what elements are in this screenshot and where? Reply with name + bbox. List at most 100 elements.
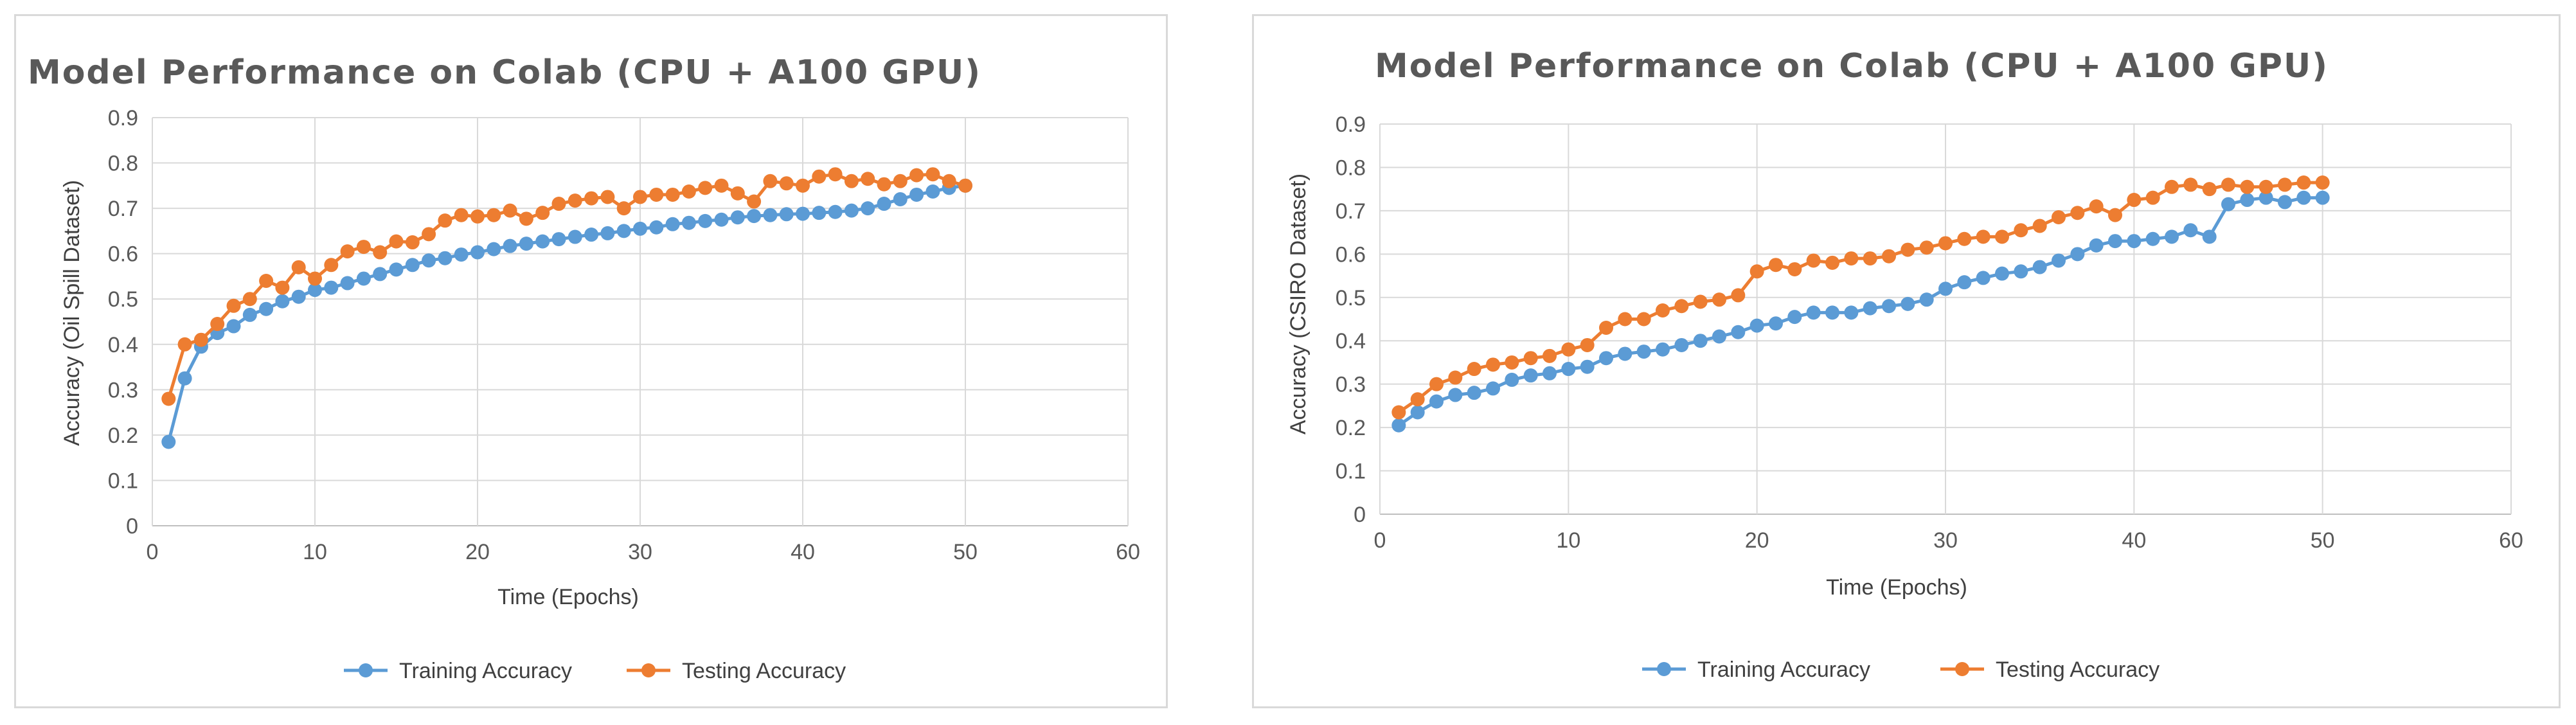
data-point-testing-accuracy [1863,251,1877,266]
data-point-training-accuracy [730,210,745,225]
data-point-training-accuracy [177,371,192,386]
data-point-training-accuracy [551,232,566,247]
data-point-training-accuracy [584,228,599,242]
data-point-training-accuracy [405,258,420,273]
data-point-training-accuracy [161,434,176,449]
y-tick-label: 0.4 [108,333,138,357]
data-point-testing-accuracy [633,190,647,204]
legend-dot-training [359,663,373,677]
data-point-testing-accuracy [2240,179,2255,194]
data-point-testing-accuracy [551,197,566,211]
data-point-training-accuracy [242,307,257,322]
data-point-training-accuracy [1656,342,1670,357]
data-point-training-accuracy [470,245,485,260]
data-point-training-accuracy [2165,229,2179,244]
data-point-training-accuracy [1580,359,1595,374]
x-tick-label: 60 [1116,540,1140,564]
data-point-testing-accuracy [1599,320,1613,335]
data-point-testing-accuracy [1825,255,1839,270]
x-tick-label: 0 [1374,528,1386,553]
data-point-testing-accuracy [1787,262,1802,276]
data-point-training-accuracy [877,197,891,211]
data-point-training-accuracy [340,276,355,291]
data-point-testing-accuracy [649,187,664,202]
data-point-training-accuracy [1505,372,1519,387]
data-point-training-accuracy [1844,305,1859,320]
series-training-accuracy [161,178,972,449]
y-tick-label: 0.9 [1336,112,1366,137]
data-point-training-accuracy [2258,190,2273,205]
legend-dot-testing [1955,662,1969,676]
data-point-training-accuracy [1543,366,1557,380]
data-point-training-accuracy [1787,310,1802,325]
data-point-training-accuracy [812,206,827,220]
data-point-testing-accuracy [2278,177,2292,192]
data-point-testing-accuracy [1882,249,1896,264]
data-point-training-accuracy [2315,190,2330,205]
data-point-testing-accuracy [470,209,485,224]
data-point-training-accuracy [1825,305,1839,320]
data-point-training-accuracy [389,262,404,277]
data-point-testing-accuracy [1693,294,1708,309]
data-point-testing-accuracy [796,178,810,193]
data-point-training-accuracy [747,209,762,224]
data-point-testing-accuracy [519,211,533,226]
legend-label-testing: Testing Accuracy [682,659,846,683]
data-point-testing-accuracy [1674,299,1689,314]
data-point-testing-accuracy [714,178,729,193]
data-point-testing-accuracy [291,260,306,274]
data-point-training-accuracy [1429,394,1444,409]
data-point-training-accuracy [2089,238,2104,253]
data-point-testing-accuracy [1712,292,1726,307]
x-axis-label: Time (Epochs) [1826,575,1967,600]
data-point-testing-accuracy [373,245,388,260]
data-point-testing-accuracy [259,274,274,288]
data-point-testing-accuracy [1429,377,1444,391]
data-point-testing-accuracy [861,172,875,186]
data-point-training-accuracy [1693,334,1708,348]
data-point-testing-accuracy [926,167,940,182]
data-point-testing-accuracy [422,227,436,242]
x-tick-label: 10 [303,540,327,564]
x-tick-label: 30 [628,540,652,564]
y-tick-label: 0.9 [108,106,138,130]
x-tick-label: 20 [465,540,490,564]
y-tick-label: 0.5 [1336,286,1366,310]
data-point-training-accuracy [2032,260,2047,274]
data-point-training-accuracy [1712,329,1726,344]
data-point-testing-accuracy [1995,229,2009,244]
y-tick-label: 0.7 [1336,199,1366,224]
y-tick-label: 0.3 [1336,373,1366,397]
chart-panel-oil-spill: Model Performance on Colab (CPU + A100 G… [14,14,1168,708]
y-tick-label: 0.8 [108,152,138,176]
x-tick-label: 10 [1556,528,1580,553]
data-point-testing-accuracy [958,178,972,193]
data-point-testing-accuracy [2014,223,2028,238]
series-line-training-accuracy [166,184,966,443]
data-point-testing-accuracy [1505,355,1519,370]
chart-oil-spill: Model Performance on Colab (CPU + A100 G… [28,53,1140,683]
data-point-testing-accuracy [1938,236,1953,251]
data-point-training-accuracy [1976,271,1990,285]
y-tick-label: 0.7 [108,197,138,221]
data-point-testing-accuracy [877,177,891,192]
data-point-training-accuracy [828,204,843,219]
legend-label-training: Training Accuracy [399,659,572,683]
data-point-testing-accuracy [1806,253,1821,268]
y-tick-label: 0.3 [108,378,138,402]
data-point-training-accuracy [2127,234,2142,249]
data-point-testing-accuracy [405,235,420,250]
data-point-testing-accuracy [1523,351,1538,366]
data-point-training-accuracy [616,224,631,238]
data-point-testing-accuracy [1486,357,1500,372]
data-point-testing-accuracy [2315,175,2330,190]
data-point-testing-accuracy [2165,179,2179,194]
data-point-testing-accuracy [1769,258,1783,273]
data-point-testing-accuracy [747,194,762,209]
data-point-training-accuracy [926,184,940,199]
data-point-testing-accuracy [454,208,469,222]
data-point-testing-accuracy [1901,242,1915,257]
series-testing-accuracy [1391,175,2330,420]
x-axis-label: Time (Epochs) [497,585,639,609]
data-point-testing-accuracy [779,176,794,191]
